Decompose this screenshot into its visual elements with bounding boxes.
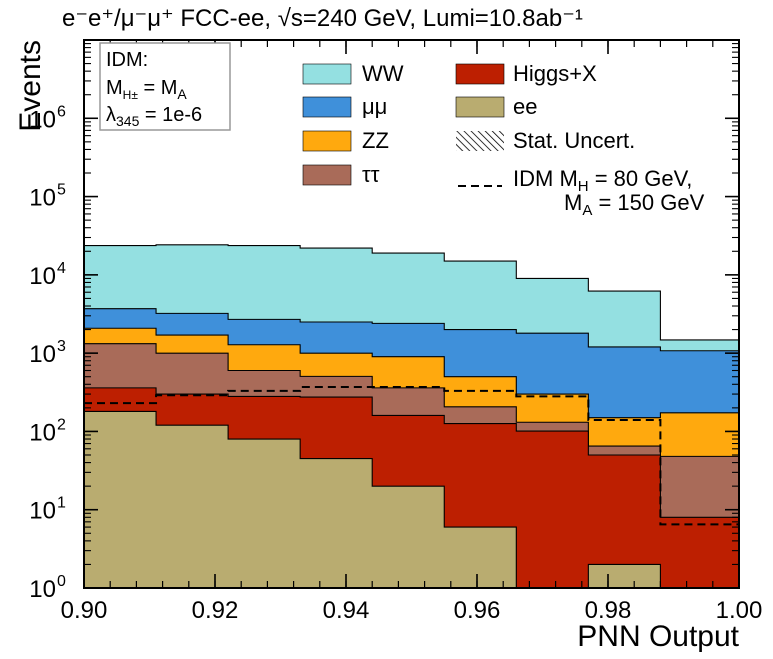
legend-swatch-ww xyxy=(302,63,352,85)
legend: WW μμ ZZ ττ Higgs+X ee Stat. Uncert. IDM… xyxy=(302,61,705,219)
x-tick-label: 0.92 xyxy=(192,597,239,624)
y-tick-exponent: 6 xyxy=(57,103,66,120)
legend-swatch-tautau xyxy=(302,164,352,186)
legend-label-zz: ZZ xyxy=(362,128,389,153)
y-tick-exponent: 5 xyxy=(57,182,66,199)
y-tick-exponent: 1 xyxy=(57,495,66,512)
legend-label-ee: ee xyxy=(513,94,537,119)
legend-swatch-zz xyxy=(302,130,352,152)
x-tick-label: 1.00 xyxy=(716,597,763,624)
x-tick-label: 0.94 xyxy=(323,597,370,624)
legend-label-signal-line2: MA = 150 GeV xyxy=(564,190,705,219)
legend-label-stat-uncert: Stat. Uncert. xyxy=(513,128,635,153)
legend-swatch-mumu xyxy=(302,96,352,118)
legend-label-tautau: ττ xyxy=(362,162,380,187)
plot-frame xyxy=(83,39,740,589)
legend-swatch-higgs xyxy=(455,63,505,85)
stack-ee-area xyxy=(83,410,739,589)
chart-title: e⁻e⁺/μ⁻μ⁺ FCC-ee, √s=240 GeV, Lumi=10.8a… xyxy=(62,5,583,32)
y-tick-label: 10 xyxy=(29,576,56,603)
y-tick-label: 10 xyxy=(29,185,56,212)
legend-label-signal-line1: IDM MH = 80 GeV, xyxy=(513,166,692,195)
legend-swatch-stat-uncert xyxy=(456,131,504,151)
legend-label-higgs: Higgs+X xyxy=(513,61,597,86)
y-tick-label: 10 xyxy=(29,106,56,133)
y-tick-exponent: 4 xyxy=(57,260,66,277)
info-box-frame xyxy=(99,42,231,131)
info-box: IDM: MH± = MA λ345 = 1e-6 xyxy=(99,42,231,131)
legend-swatch-ee xyxy=(455,96,505,118)
x-tick-label: 0.90 xyxy=(61,597,108,624)
info-line-2: MH± = MA xyxy=(106,77,187,102)
y-tick-exponent: 0 xyxy=(57,573,66,590)
y-tick-exponent: 3 xyxy=(57,338,66,355)
legend-label-mumu: μμ xyxy=(362,94,387,119)
info-line-3: λ345 = 1e-6 xyxy=(106,104,202,129)
stack-layer xyxy=(83,244,740,589)
y-tick-exponent: 2 xyxy=(57,416,66,433)
signal-line xyxy=(84,385,739,526)
info-line-1: IDM: xyxy=(106,49,148,71)
x-tick-label: 0.96 xyxy=(454,597,501,624)
y-axis-label: Events xyxy=(14,40,47,132)
axis-ticks xyxy=(83,39,740,589)
y-tick-label: 10 xyxy=(29,341,56,368)
y-tick-label: 10 xyxy=(29,419,56,446)
legend-label-ww: WW xyxy=(362,61,404,86)
y-tick-label: 10 xyxy=(29,263,56,290)
x-axis-label: PNN Output xyxy=(577,620,739,653)
y-tick-label: 10 xyxy=(29,498,56,525)
x-tick-label: 0.98 xyxy=(585,597,632,624)
